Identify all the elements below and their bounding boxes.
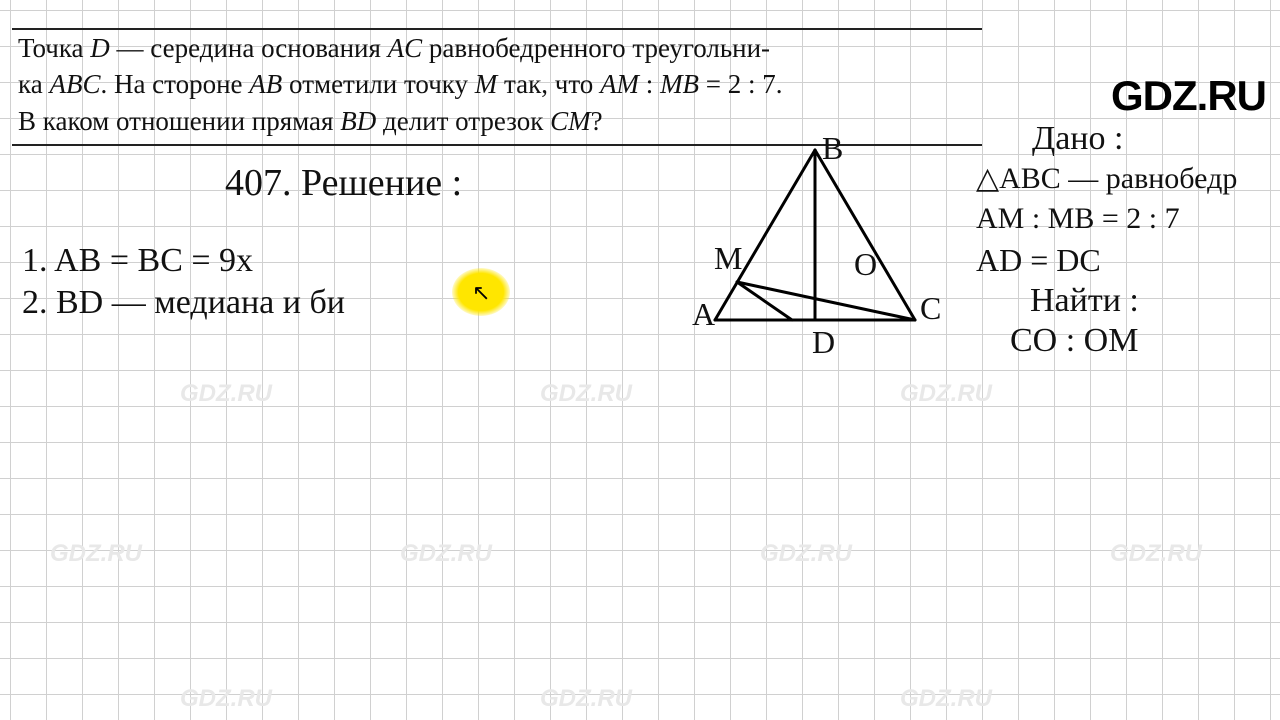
txt: ? [591,106,603,136]
label-B: B [822,130,843,167]
label-A: A [692,296,715,333]
txt: делит отрезок [376,106,550,136]
txt: : [639,69,660,99]
it: ABC [49,69,100,99]
it: AC [388,33,423,63]
txt: ка [18,69,49,99]
given-head: Дано : [1032,118,1123,161]
txt: отметили точку [282,69,475,99]
cursor-icon: ↖ [472,280,490,306]
it: AM [600,69,639,99]
label-C: C [920,290,941,327]
txt: так, что [497,69,600,99]
txt: В каком отношении прямая [18,106,340,136]
txt: Точка [18,33,90,63]
label-M: M [714,240,742,277]
it: M [475,69,498,99]
txt: равнобедренного треугольни- [422,33,770,63]
txt: — середина основания [110,33,388,63]
it: MB [660,69,699,99]
problem-text: Точка D — середина основания AC равнобед… [18,30,978,139]
solution-title: 407. Решение : [225,160,462,208]
step-2: 2. BD — медиана и би [22,282,345,325]
it: CM [550,106,591,136]
given-1: △ABC — равнобедр [976,160,1237,198]
it: BD [340,106,376,136]
txt: = 2 : 7. [699,69,782,99]
it: AB [249,69,282,99]
label-O: O [854,246,877,283]
txt: . На стороне [100,69,249,99]
it: D [90,33,110,63]
given-3: AD = DC [976,240,1101,280]
find-head: Найти : [1030,280,1139,323]
find-1: CO : OM [1010,320,1138,363]
label-D: D [812,324,835,361]
step-1: 1. AB = BC = 9x [22,240,253,283]
given-2: AM : MB = 2 : 7 [976,200,1180,238]
logo: GDZ.RU [1111,72,1266,120]
